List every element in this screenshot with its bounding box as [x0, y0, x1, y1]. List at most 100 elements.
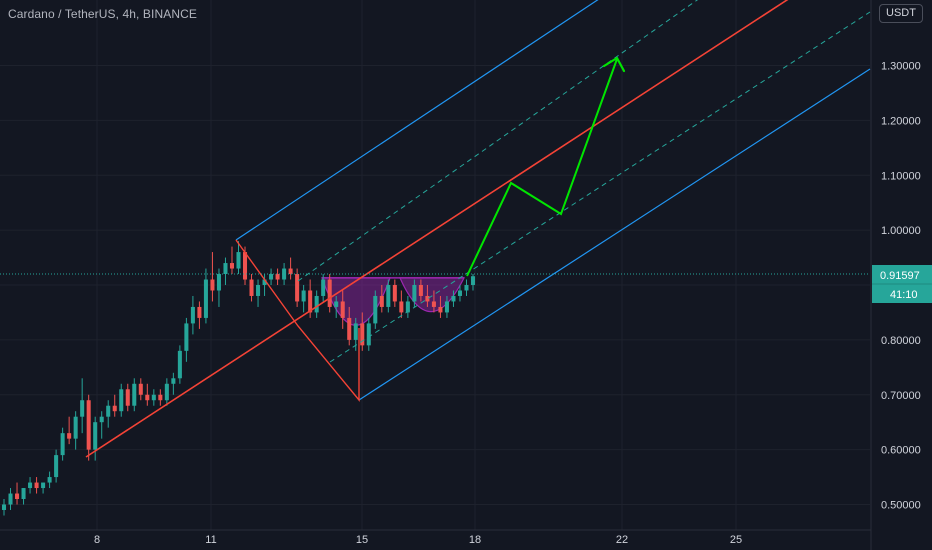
candle-body — [106, 405, 111, 417]
y-tick-label: 0.70000 — [881, 390, 921, 402]
candle-body — [347, 317, 352, 340]
candle-body — [171, 378, 176, 384]
candle-body — [405, 301, 410, 313]
candle-body — [177, 350, 182, 379]
candle-body — [151, 394, 156, 401]
candle-body — [425, 295, 430, 302]
candle-body — [366, 323, 371, 346]
candle-body — [444, 301, 449, 313]
candle-body — [119, 389, 124, 412]
x-tick-label: 11 — [205, 534, 216, 546]
candle-body — [60, 433, 65, 456]
projection-path — [466, 58, 618, 277]
candle-body — [451, 295, 456, 302]
candle-body — [360, 323, 365, 346]
candle-body — [327, 279, 332, 307]
candle-body — [190, 306, 195, 324]
candle-body — [386, 285, 391, 307]
y-tick-label: 1.00000 — [881, 225, 921, 237]
y-tick-label: 1.10000 — [881, 170, 921, 182]
candle-body — [431, 301, 436, 307]
candle-body — [8, 493, 13, 505]
candle-body — [470, 276, 476, 285]
channel-dashed-lower — [329, 11, 871, 363]
candle-body — [197, 306, 202, 318]
last-price-value: 0.91597 — [880, 270, 920, 282]
pitchfork-anchor — [235, 239, 360, 402]
candle-body — [132, 383, 137, 406]
x-tick-label: 15 — [356, 534, 368, 546]
candle-body — [47, 477, 52, 483]
candle-body — [353, 323, 358, 340]
candle-body — [145, 394, 150, 401]
candle-body — [321, 279, 326, 296]
candle-body — [93, 422, 98, 450]
y-tick-label: 0.50000 — [881, 500, 921, 512]
candle-body — [184, 323, 189, 351]
drawings — [0, 0, 871, 458]
candle-body — [282, 268, 287, 280]
candle-body — [340, 301, 345, 318]
candle-body — [269, 274, 274, 280]
y-tick-label: 0.60000 — [881, 445, 921, 457]
y-tick-label: 1.30000 — [881, 61, 921, 73]
candle-body — [392, 285, 397, 302]
candle-body — [86, 400, 91, 450]
candle-body — [301, 290, 306, 302]
currency-selector[interactable]: USDT — [879, 4, 923, 23]
candle-body — [249, 279, 254, 296]
candle-body — [334, 301, 339, 307]
x-tick-label: 18 — [469, 534, 481, 546]
projection-arrowhead — [602, 56, 626, 73]
candle-body — [464, 285, 469, 291]
candle-body — [15, 493, 20, 500]
countdown-timer: 41:10 — [890, 289, 918, 301]
channel-lower-line — [358, 68, 871, 401]
candle-body — [54, 455, 59, 478]
candle-body — [21, 488, 26, 500]
candle-body — [256, 285, 261, 296]
channel-upper-line — [235, 0, 599, 241]
channel-median-line — [85, 0, 789, 458]
grid-lines — [0, 0, 870, 530]
candle-body — [242, 252, 248, 280]
candle-body — [99, 416, 104, 423]
candle-body — [275, 274, 280, 280]
candle-body — [158, 394, 163, 401]
candle-body — [236, 252, 241, 269]
channel-dashed-upper — [297, 0, 699, 282]
candle-body — [34, 482, 39, 489]
x-tick-label: 8 — [94, 534, 100, 546]
candle-body — [216, 274, 221, 291]
candle-body — [457, 290, 462, 296]
candle-body — [223, 263, 228, 275]
candle-body — [438, 306, 443, 313]
candle-body — [41, 482, 46, 489]
candle-body — [229, 263, 235, 269]
candle-body — [308, 290, 313, 313]
candle-body — [412, 285, 417, 302]
candle-body — [373, 295, 378, 324]
candle-body — [67, 433, 72, 439]
x-tick-label: 22 — [616, 534, 628, 546]
candle-body — [138, 383, 143, 395]
candle-body — [28, 482, 33, 489]
candle-body — [1, 504, 7, 510]
x-tick-label: 25 — [730, 534, 742, 546]
candle-body — [125, 389, 130, 406]
candle-body — [112, 405, 117, 412]
y-tick-label: 0.80000 — [881, 335, 921, 347]
candle-body — [295, 274, 300, 302]
chart-title: Cardano / TetherUS, 4h, BINANCE — [8, 7, 197, 21]
candle-body — [288, 268, 293, 275]
candle-body — [262, 279, 267, 285]
candle-body — [164, 383, 169, 401]
candle-body — [210, 279, 215, 291]
candle-body — [379, 295, 384, 307]
candle-body — [418, 285, 423, 296]
y-tick-label: 1.20000 — [881, 115, 921, 127]
candle-body — [314, 295, 319, 313]
candle-body — [399, 301, 404, 313]
